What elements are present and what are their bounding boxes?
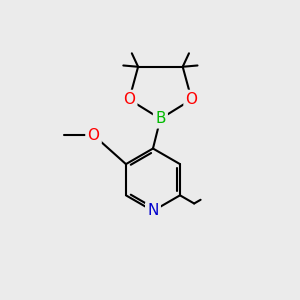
Text: O: O [88, 128, 100, 142]
Text: O: O [123, 92, 135, 107]
Text: O: O [186, 92, 198, 107]
Text: N: N [147, 203, 159, 218]
Text: B: B [155, 111, 166, 126]
